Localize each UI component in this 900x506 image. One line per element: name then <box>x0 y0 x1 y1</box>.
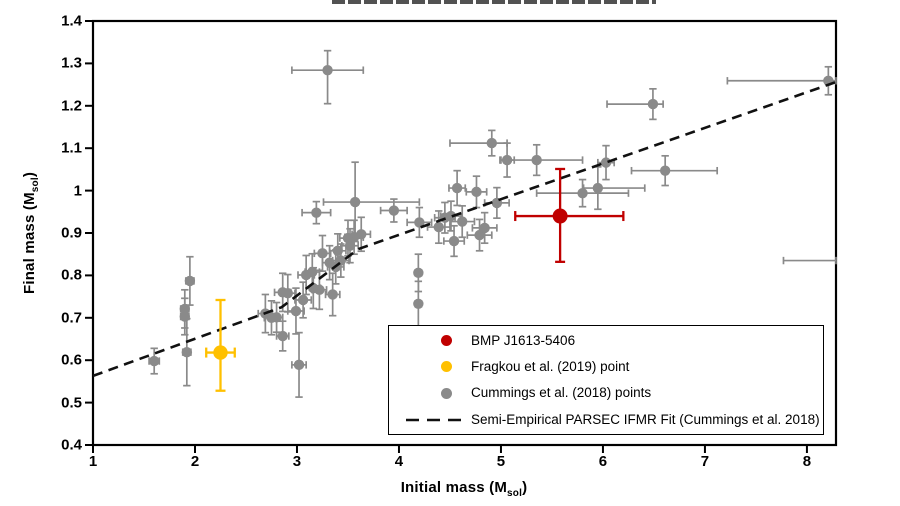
y-axis-title-close: ) <box>21 171 38 178</box>
legend-item-parsec-fit: Semi-Empirical PARSEC IFMR Fit (Cummings… <box>389 408 823 432</box>
yellow-dot-icon <box>441 361 452 373</box>
data-point <box>474 229 485 241</box>
legend-item-fragkou: Fragkou et al. (2019) point <box>389 355 823 379</box>
data-point <box>271 312 282 323</box>
data-point <box>332 245 343 257</box>
axis-ticks <box>85 20 808 453</box>
legend-label: BMP J1613-5406 <box>471 332 576 348</box>
error-bars <box>449 129 508 157</box>
data-point <box>179 303 190 315</box>
data-point <box>448 235 460 247</box>
x-axis-title-close: ) <box>522 479 528 496</box>
series-cummings-et-al-2018-points <box>148 49 837 398</box>
data-point <box>356 229 367 240</box>
red-dot-icon <box>441 334 452 346</box>
x-axis-title: Initial mass (Msol) <box>401 479 528 499</box>
data-point <box>314 284 325 296</box>
data-point <box>213 345 228 360</box>
data-point <box>307 266 318 278</box>
gray-dot-icon <box>441 387 452 399</box>
x-axis-title-text: Initial mass (M <box>400 479 508 496</box>
data-point <box>344 240 356 251</box>
data-point <box>349 196 361 208</box>
data-point <box>552 208 568 224</box>
data-point <box>311 207 322 218</box>
error-bars <box>291 49 365 105</box>
data-point <box>471 186 482 198</box>
data-point <box>592 182 604 194</box>
legend-item-bmp: BMP J1613-5406 <box>389 328 823 352</box>
data-point <box>297 294 309 306</box>
data-point <box>600 157 612 168</box>
x-axis-title-subscript: sol <box>507 488 523 499</box>
error-bars <box>205 298 236 392</box>
data-point <box>451 182 463 194</box>
legend-marker-zone <box>389 334 471 346</box>
data-point <box>433 221 444 233</box>
legend-marker-zone <box>389 361 471 373</box>
data-point <box>577 187 588 199</box>
legend-label: Fragkou et al. (2019) point <box>471 359 630 375</box>
data-point <box>290 305 302 317</box>
data-point <box>317 248 328 259</box>
data-point <box>647 98 659 110</box>
data-point <box>486 137 497 149</box>
data-point <box>659 165 671 176</box>
y-axis-title-text: Final mass (M <box>21 192 38 295</box>
data-point <box>293 359 305 371</box>
error-bars <box>630 154 719 187</box>
legend-item-cummings: Cummings et al. (2018) points <box>389 381 823 405</box>
series-bmp-j1613-5406 <box>514 167 625 263</box>
data-point <box>388 205 400 216</box>
legend-label: Semi-Empirical PARSEC IFMR Fit (Cummings… <box>471 411 820 427</box>
legend-label: Cummings et al. (2018) points <box>471 385 652 401</box>
data-point <box>413 298 424 310</box>
data-point <box>184 275 196 287</box>
dashed-line-icon <box>406 418 466 421</box>
legend: BMP J1613-5406 Fragkou et al. (2019) poi… <box>388 325 824 435</box>
error-bars <box>514 167 625 263</box>
data-point <box>413 267 424 279</box>
error-bars <box>782 256 837 265</box>
data-point <box>457 216 468 227</box>
data-point <box>531 154 542 166</box>
y-axis-title: Final mass (Msol) <box>21 172 41 294</box>
cropped-title-remnant <box>332 0 656 4</box>
series-fragkou-et-al-2019-point <box>205 298 236 392</box>
data-point <box>327 289 338 300</box>
legend-marker-zone <box>389 415 471 425</box>
data-point <box>445 210 457 222</box>
data-point <box>322 64 333 76</box>
data-point <box>479 222 490 234</box>
data-point <box>181 346 193 358</box>
error-bars <box>322 161 421 243</box>
legend-marker-zone <box>389 387 471 399</box>
data-point <box>282 288 294 299</box>
parsec-ifmr-fit-line <box>92 80 837 378</box>
data-point <box>414 217 425 228</box>
y-axis-title-subscript: sol <box>30 177 41 193</box>
error-bars <box>726 65 837 96</box>
data-point <box>148 355 160 367</box>
data-point <box>277 330 288 342</box>
